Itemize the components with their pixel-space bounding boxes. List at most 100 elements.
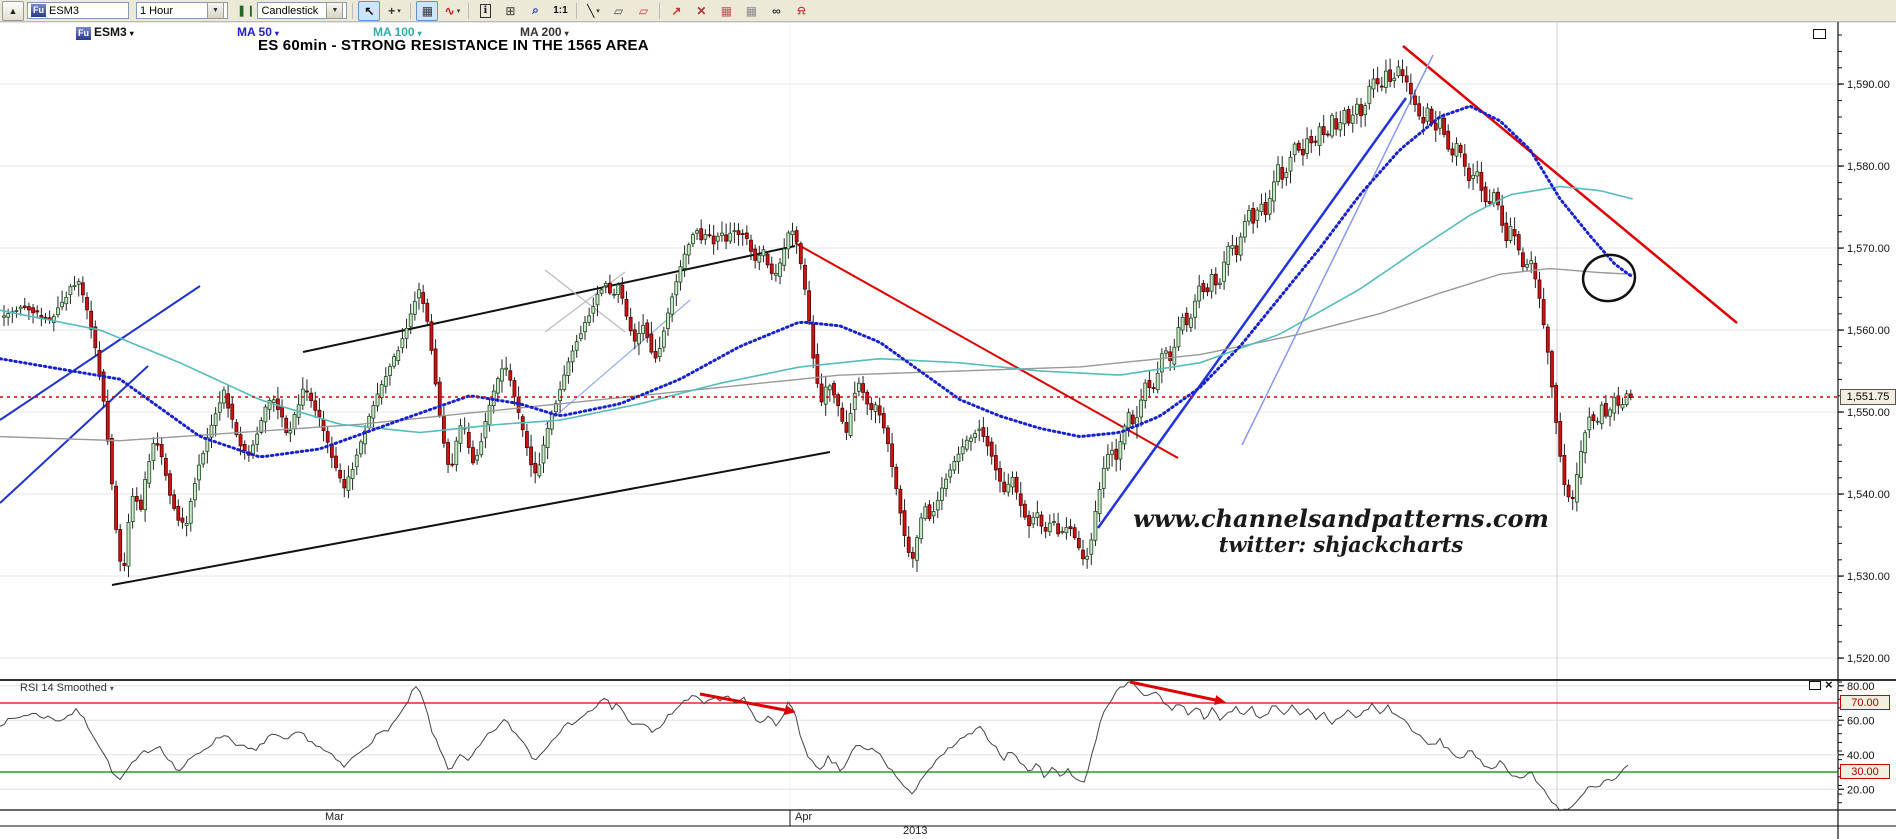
candle [993, 455, 998, 471]
crosshair-tool-button[interactable]: + ▾ [383, 1, 405, 21]
candle [93, 326, 98, 349]
candle [1184, 312, 1189, 326]
legend-ma100[interactable]: MA 100 ▾ [373, 25, 422, 39]
red-downtrend-1[interactable] [794, 242, 1179, 459]
trend-arrow-tool-icon: ↗ [671, 3, 682, 18]
remove-study-tool-button[interactable]: ✕ [690, 1, 712, 21]
symbol-input[interactable]: Fu ESM3 [27, 2, 129, 19]
candle [823, 386, 828, 405]
gray-zigzag-1[interactable] [544, 269, 626, 333]
candle [906, 536, 911, 553]
candle [1558, 421, 1563, 457]
candle [126, 521, 131, 567]
rsi-indicator-label[interactable]: RSI 14 Smoothed ▾ [20, 682, 114, 694]
candle [1052, 521, 1056, 523]
candle [1101, 467, 1106, 489]
candle [927, 504, 932, 520]
gray-zigzag-2[interactable] [544, 271, 626, 333]
ma-line[interactable] [0, 268, 1633, 442]
eraser-tool-button[interactable]: ▱ [607, 1, 629, 21]
candle [570, 350, 575, 363]
candle [1164, 350, 1168, 354]
candle [172, 494, 177, 509]
candle [2, 315, 6, 318]
red-downtrend-2[interactable] [1402, 45, 1738, 324]
candle [495, 378, 500, 394]
candle [1504, 222, 1509, 242]
candle [1168, 351, 1173, 361]
grid-toggle-button[interactable]: ▦ [416, 0, 439, 21]
candle [1350, 114, 1355, 124]
chevron-down-icon[interactable]: ▾ [564, 29, 569, 38]
candle [471, 447, 475, 464]
candle [948, 469, 953, 478]
panel-highlight-red-button[interactable]: ▦ [715, 1, 737, 21]
rsi-line[interactable] [0, 681, 1629, 812]
interval-select[interactable]: 1 Hour ▼ [136, 2, 228, 19]
blue-rally-support[interactable] [1096, 97, 1408, 529]
alerts-bell-button[interactable]: ⍾ [790, 1, 812, 21]
candle [325, 431, 330, 443]
candle [628, 316, 633, 332]
chevron-down-icon[interactable]: ▾ [596, 7, 600, 15]
chevron-down-icon[interactable]: ▾ [109, 684, 114, 693]
candle [1545, 326, 1550, 353]
blue-trendline-left-2[interactable] [0, 365, 149, 504]
delete-alert-tool-button[interactable]: ▱ [632, 1, 654, 21]
candle [545, 427, 550, 449]
candle [599, 289, 604, 294]
rsi-close-icon[interactable]: × [1825, 677, 1833, 692]
candle [408, 313, 413, 328]
chart-type-select[interactable]: Candlestick ▼ [257, 2, 348, 19]
channel-lower[interactable] [111, 451, 831, 586]
candle [981, 427, 986, 437]
scale-1-1-button[interactable]: 1:1 [549, 1, 571, 21]
chevron-down-icon[interactable]: ▼ [326, 2, 344, 19]
chevron-down-icon[interactable]: ▾ [417, 29, 422, 38]
candle [670, 296, 675, 315]
candle [147, 461, 152, 484]
maximize-panel-icon[interactable] [1813, 29, 1826, 39]
indicator-wave-tool-button[interactable]: ∿ ▾ [441, 1, 463, 21]
channel-upper[interactable] [302, 245, 796, 353]
current-price-badge: 1,551.75 [1840, 389, 1896, 405]
rsi-maximize-icon[interactable] [1809, 681, 1821, 690]
chevron-down-icon[interactable]: ▾ [456, 7, 461, 15]
chevron-down-icon[interactable]: ▾ [397, 7, 401, 15]
legend-ma50[interactable]: MA 50 ▾ [237, 25, 279, 39]
candle [1628, 393, 1633, 399]
ma-line[interactable] [0, 104, 1634, 459]
trend-arrow-tool-button[interactable]: ↗ [665, 1, 687, 21]
candle [31, 307, 35, 314]
select-tool-button[interactable]: ↖ [358, 0, 381, 21]
collapse-panel-button[interactable]: ▲ [2, 0, 24, 21]
lightblue-minor-line[interactable] [544, 299, 691, 426]
link-windows-button[interactable]: ∞ [765, 1, 787, 21]
candle [1404, 75, 1409, 83]
candle [1342, 109, 1347, 125]
line-tool-button[interactable]: ╲ ▾ [582, 1, 604, 21]
candle [807, 290, 811, 321]
legend-symbol[interactable]: Fu ESM3 ▾ [76, 25, 134, 40]
chevron-down-icon[interactable]: ▼ [207, 2, 224, 19]
candle [1359, 104, 1363, 117]
candle [1139, 399, 1143, 418]
lightblue-rally-line[interactable] [1241, 54, 1434, 446]
candle [1429, 108, 1434, 124]
info-tool-button[interactable]: ℹ [474, 1, 496, 21]
panel-highlight-gray-button[interactable]: ▦ [740, 1, 762, 21]
candle [985, 436, 990, 447]
ma-line[interactable] [0, 185, 1633, 434]
chevron-down-icon[interactable]: ▾ [274, 29, 279, 38]
rsi-arrow-annotation[interactable] [699, 692, 791, 713]
chevron-down-icon[interactable]: ▾ [129, 29, 134, 38]
legend-ma200[interactable]: MA 200 ▾ [520, 25, 569, 39]
zoom-tool-button[interactable]: ⌕ [524, 1, 546, 21]
resistance-circle-annotation[interactable] [1579, 251, 1638, 305]
candle [437, 381, 442, 416]
select-tool-icon: ↖ [364, 3, 375, 18]
rsi-arrow-annotation[interactable] [1129, 680, 1221, 703]
add-subwindow-button[interactable]: ⊞ [499, 1, 521, 21]
candle [1147, 380, 1152, 388]
